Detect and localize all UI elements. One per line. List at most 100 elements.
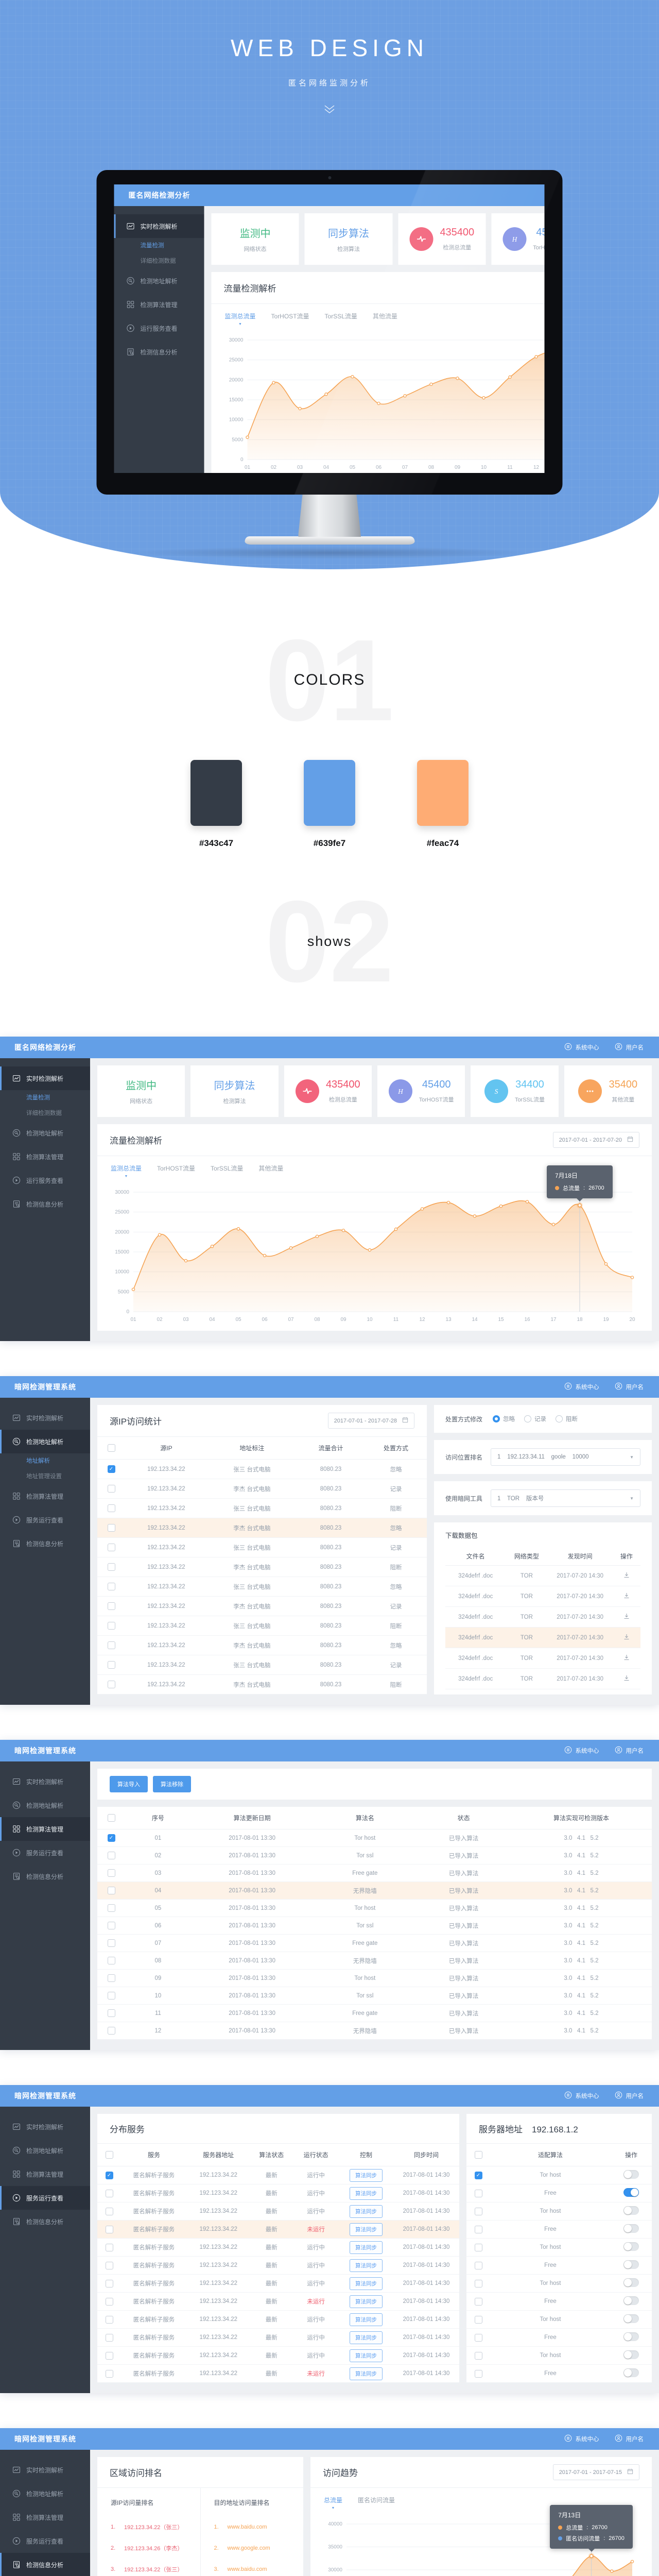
header-checkbox[interactable] — [107, 1814, 115, 1822]
table-row[interactable]: 192.123.34.22 张三 台式电脑 8080.23 忽略 — [97, 1460, 427, 1479]
table-row[interactable]: Tor host — [466, 2311, 652, 2329]
sidebar-item[interactable]: 检测地址解析 — [114, 269, 204, 293]
sync-button[interactable]: 算法同步 — [350, 2277, 383, 2290]
row-checkbox[interactable] — [474, 2369, 482, 2378]
table-row[interactable]: 匿名解析子服务 192.123.34.22 最新 运行中 算法同步 2017-0… — [97, 2166, 459, 2184]
table-row[interactable]: 10 2017-08-01 13:30 Tor ssl 已导入算法 3.0 4.… — [97, 1987, 652, 2005]
service-toggle[interactable] — [623, 2206, 639, 2215]
table-row[interactable]: 192.123.34.22 李杰 台式电脑 8080.23 忽略 — [97, 1518, 427, 1538]
row-checkbox[interactable] — [105, 2315, 113, 2324]
row-checkbox[interactable] — [107, 1904, 115, 1912]
row-checkbox[interactable] — [107, 1681, 115, 1688]
row-checkbox[interactable] — [474, 2225, 482, 2233]
chart-tab[interactable]: TorHOST流量 — [271, 312, 309, 320]
mode-radio[interactable]: 记录 — [524, 1415, 546, 1423]
row-checkbox[interactable] — [105, 2171, 113, 2179]
table-row[interactable]: 192.123.34.22 李杰 台式电脑 8080.23 记录 — [97, 1479, 427, 1499]
chart-tab[interactable]: 匿名访问流量 — [358, 2496, 395, 2504]
row-checkbox[interactable] — [474, 2297, 482, 2306]
service-toggle[interactable] — [623, 2332, 639, 2341]
row-checkbox[interactable] — [474, 2243, 482, 2251]
table-row[interactable]: 324defrf .doc TOR 2017-07-20 14:30 — [445, 1669, 640, 1689]
service-toggle[interactable] — [623, 2278, 639, 2287]
row-checkbox[interactable] — [105, 2351, 113, 2360]
row-checkbox[interactable] — [105, 2297, 113, 2306]
sidebar-item[interactable]: 检测地址解析 — [0, 1121, 90, 1145]
sidebar-subitem[interactable]: 详细检测数据 — [26, 1110, 62, 1116]
sidebar-item[interactable]: 服务运行查看 — [0, 1508, 90, 1532]
table-row[interactable]: 01 2017-08-01 13:30 Tor host 已导入算法 3.0 4… — [97, 1829, 652, 1847]
table-row[interactable]: 192.123.34.22 张三 台式电脑 8080.23 阻断 — [97, 1499, 427, 1518]
sync-button[interactable]: 算法同步 — [350, 2205, 383, 2218]
table-row[interactable]: 05 2017-08-01 13:30 Tor host 已导入算法 3.0 4… — [97, 1900, 652, 1917]
sidebar-subitem[interactable]: 详细检测数据 — [140, 258, 176, 264]
row-checkbox[interactable] — [474, 2315, 482, 2324]
user-button[interactable]: 用户名 — [615, 2091, 644, 2100]
user-button[interactable]: 用户名 — [615, 1043, 644, 1052]
sync-button[interactable]: 算法同步 — [350, 2259, 383, 2272]
mode-radio[interactable]: 忽略 — [493, 1415, 515, 1423]
sidebar-item[interactable]: 实时检测解析 — [0, 2115, 90, 2139]
sync-button[interactable]: 算法同步 — [350, 2168, 383, 2182]
row-checkbox[interactable] — [107, 1974, 115, 1982]
download-icon[interactable] — [613, 1633, 640, 1642]
sync-button[interactable]: 算法同步 — [350, 2349, 383, 2362]
row-checkbox[interactable] — [107, 1485, 115, 1493]
table-row[interactable]: 192.123.34.22 李杰 台式电脑 8080.23 阻断 — [97, 1557, 427, 1577]
chart-tab[interactable]: TorSSL流量 — [211, 1164, 244, 1172]
table-row[interactable]: 324defrf .doc TOR 2017-07-20 14:30 — [445, 1607, 640, 1628]
row-checkbox[interactable] — [105, 2261, 113, 2269]
date-range-picker[interactable]: 2017-07-01 - 2017-07-20 — [552, 1132, 639, 1148]
sidebar-item[interactable]: 检测算法管理 — [114, 293, 204, 316]
date-range-picker[interactable]: 2017-07-01 - 2017-07-15 — [552, 2464, 639, 2480]
download-icon[interactable] — [613, 1571, 640, 1580]
row-checkbox[interactable] — [107, 1524, 115, 1532]
row-checkbox[interactable] — [107, 1922, 115, 1929]
table-row[interactable]: Free — [466, 2293, 652, 2311]
sidebar-item[interactable]: 检测信息分析 — [0, 1865, 90, 1888]
table-row[interactable]: 324defrf .doc TOR 2017-07-20 14:30 — [445, 1648, 640, 1669]
sidebar-item[interactable]: 服务运行查看 — [0, 2186, 90, 2210]
sidebar-item[interactable]: 检测信息分析 — [114, 340, 204, 364]
row-checkbox[interactable] — [107, 2009, 115, 2017]
rank-select[interactable]: 1 192.123.34.11 goole 10000 ▼ — [491, 1448, 640, 1466]
service-toggle[interactable] — [623, 2170, 639, 2179]
sync-button[interactable]: 算法同步 — [350, 2223, 383, 2236]
header-checkbox[interactable] — [107, 1444, 115, 1452]
table-row[interactable]: Tor host — [466, 2347, 652, 2365]
row-checkbox[interactable] — [474, 2279, 482, 2287]
chart-tab[interactable]: 其他流量 — [372, 312, 397, 320]
table-row[interactable]: 匿名解析子服务 192.123.34.22 最新 运行中 算法同步 2017-0… — [97, 2275, 459, 2293]
sync-button[interactable]: 算法同步 — [350, 2367, 383, 2380]
table-row[interactable]: Tor host — [466, 2166, 652, 2184]
sync-button[interactable]: 算法同步 — [350, 2331, 383, 2344]
sidebar-item[interactable]: 检测信息分析 — [0, 2553, 90, 2576]
table-row[interactable]: Tor host — [466, 2275, 652, 2293]
sidebar-item[interactable]: 服务运行查看 — [0, 2529, 90, 2553]
row-checkbox[interactable] — [107, 1504, 115, 1512]
sidebar-subitem[interactable]: 流量检测 — [140, 243, 164, 249]
service-toggle[interactable] — [623, 2314, 639, 2323]
chart-tab[interactable]: 总流量 — [324, 2496, 342, 2504]
sidebar-item[interactable]: 实时检测解析 — [0, 1066, 90, 1090]
row-checkbox[interactable] — [474, 2261, 482, 2269]
service-toggle[interactable] — [623, 2350, 639, 2359]
row-checkbox[interactable] — [107, 1957, 115, 1964]
row-checkbox[interactable] — [474, 2171, 482, 2179]
sidebar-item[interactable]: 运行服务查看 — [114, 316, 204, 340]
table-row[interactable]: 192.123.34.22 张三 台式电脑 8080.23 记录 — [97, 1655, 427, 1675]
row-checkbox[interactable] — [474, 2207, 482, 2215]
row-checkbox[interactable] — [105, 2189, 113, 2197]
algorithm-action-button[interactable]: 算法移除 — [153, 1776, 191, 1792]
row-checkbox[interactable] — [105, 2279, 113, 2287]
table-row[interactable]: 324defrf .doc TOR 2017-07-20 14:30 — [445, 1566, 640, 1586]
row-checkbox[interactable] — [105, 2207, 113, 2215]
table-row[interactable]: 匿名解析子服务 192.123.34.22 最新 未运行 算法同步 2017-0… — [97, 2365, 459, 2383]
row-checkbox[interactable] — [107, 1869, 115, 1877]
sidebar-item[interactable]: 检测算法管理 — [0, 1484, 90, 1508]
sidebar-subitem[interactable]: 地址管理设置 — [26, 1473, 62, 1480]
table-row[interactable]: 08 2017-08-01 13:30 无界隐墙 已导入算法 3.0 4.1 5… — [97, 1952, 652, 1970]
table-row[interactable]: 06 2017-08-01 13:30 Tor ssl 已导入算法 3.0 4.… — [97, 1917, 652, 1935]
row-checkbox[interactable] — [107, 1544, 115, 1551]
table-row[interactable]: Free — [466, 2221, 652, 2239]
